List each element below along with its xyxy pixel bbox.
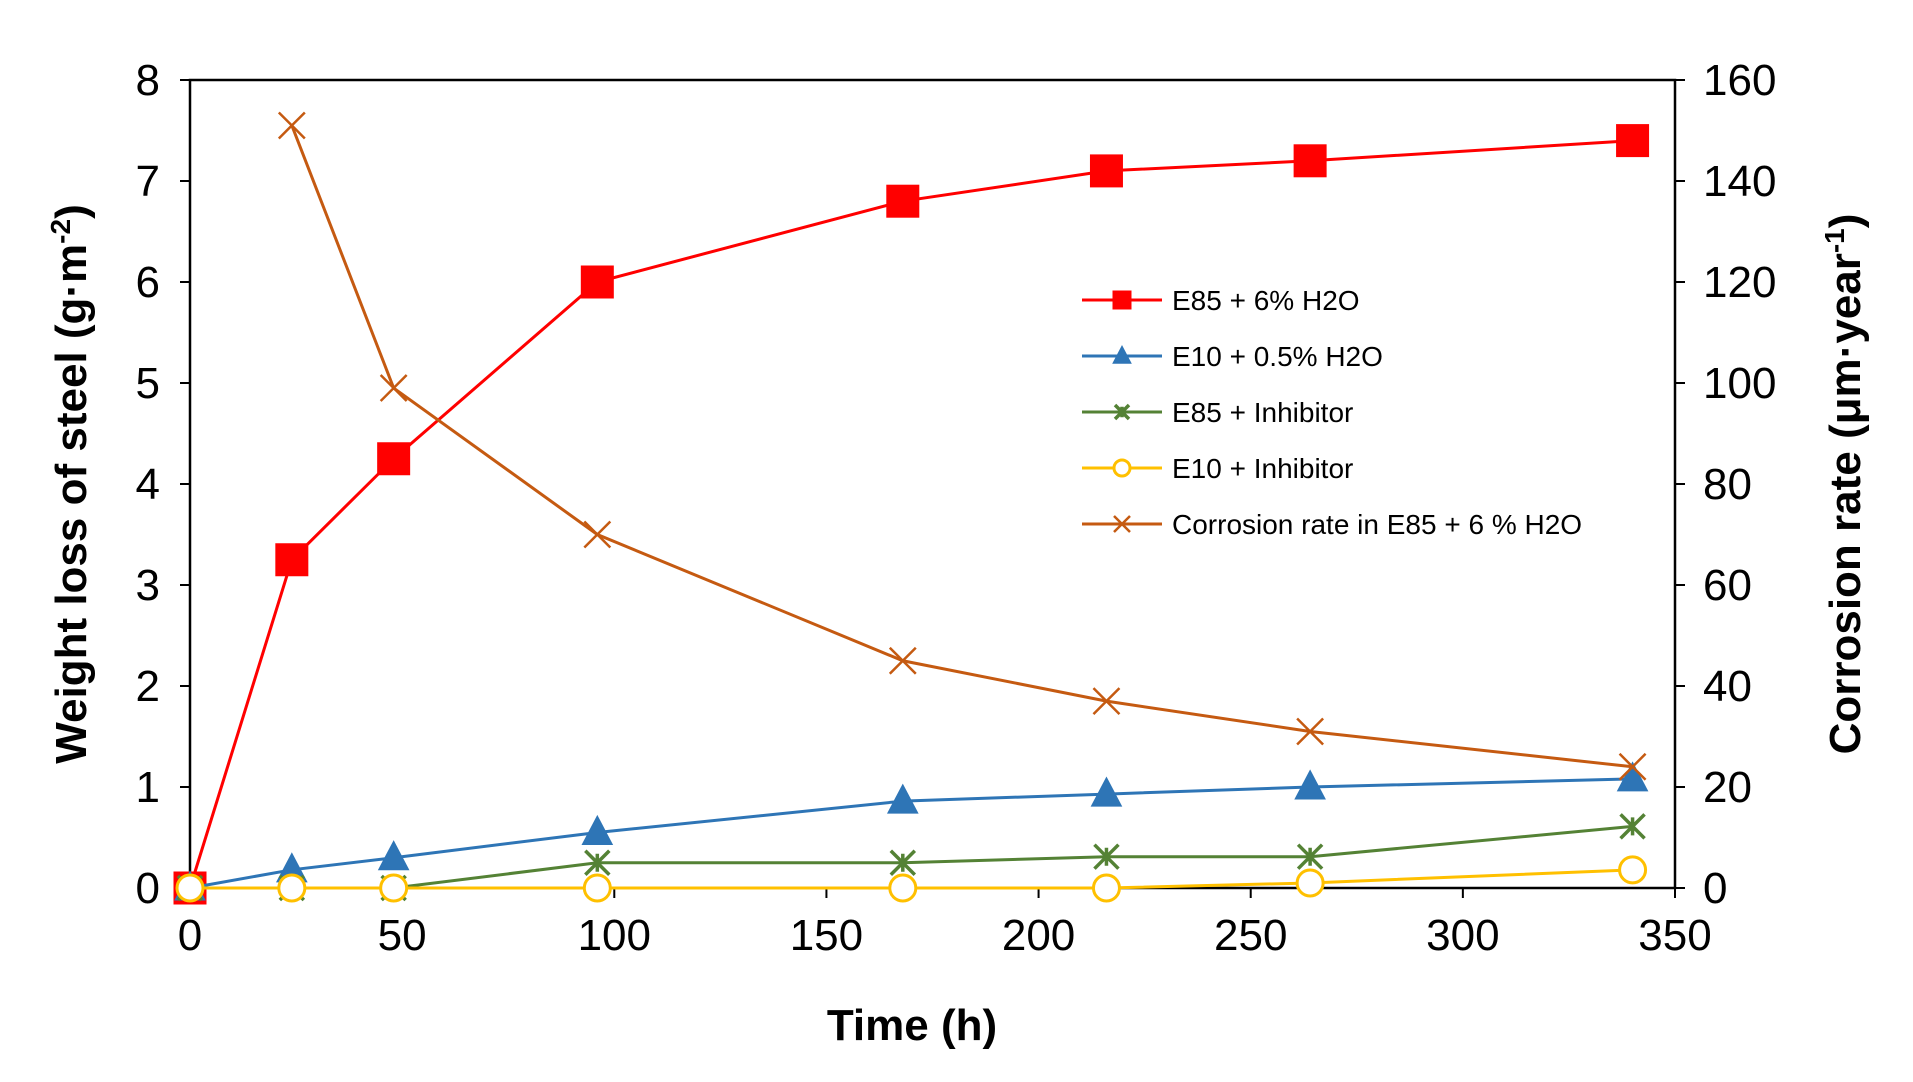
data-point xyxy=(886,783,919,814)
y-left-tick-label: 8 xyxy=(136,56,160,105)
data-point xyxy=(886,184,920,218)
y-right-tick-label: 100 xyxy=(1703,359,1776,408)
legend-item: E85 + Inhibitor xyxy=(1082,397,1353,428)
x-tick-label: 100 xyxy=(578,911,651,960)
legend-label: E85 + 6% H2O xyxy=(1172,285,1360,316)
legend-marker xyxy=(1113,403,1131,421)
data-point xyxy=(888,873,918,903)
legend-item: E10 + 0.5% H2O xyxy=(1082,341,1383,372)
x-tick-label: 150 xyxy=(790,911,863,960)
data-point xyxy=(580,265,614,299)
y-right-tick-label: 20 xyxy=(1703,763,1752,812)
x-tick-label: 50 xyxy=(378,911,427,960)
data-point xyxy=(1293,144,1327,178)
plot-area xyxy=(188,78,1677,890)
series-layer xyxy=(173,111,1650,905)
series-line xyxy=(188,139,1633,889)
y-left-axis-ticks: 0 1 2 3 4 5 6 7 8 xyxy=(136,56,190,913)
y-right-axis-ticks: 0 20 40 60 80 100 120 140 160 xyxy=(1675,56,1776,913)
y-left-tick-label: 1 xyxy=(136,763,160,812)
data-point xyxy=(1091,873,1121,903)
series-line xyxy=(190,868,1633,890)
x-tick-label: 350 xyxy=(1638,911,1711,960)
y-left-tick-label: 7 xyxy=(136,157,160,206)
legend-item: E85 + 6% H2O xyxy=(1082,285,1360,316)
x-tick-label: 250 xyxy=(1214,911,1287,960)
x-axis-ticks: 0 50 100 150 200 250 300 350 xyxy=(178,888,1712,960)
data-point xyxy=(581,814,614,845)
data-point xyxy=(1296,717,1324,746)
y-left-tick-label: 3 xyxy=(136,561,160,610)
data-point xyxy=(377,442,411,476)
data-point xyxy=(1093,843,1120,870)
y-left-tick-label: 0 xyxy=(136,864,160,913)
data-point xyxy=(1616,761,1649,792)
data-point xyxy=(1092,687,1121,716)
legend-marker xyxy=(1112,458,1132,478)
legend-marker xyxy=(1112,345,1132,364)
series-e10-inhibitor xyxy=(175,855,1648,903)
series-line xyxy=(189,777,1633,890)
y-left-tick-label: 6 xyxy=(136,258,160,307)
data-point xyxy=(584,849,611,876)
data-point xyxy=(888,646,917,675)
y-left-tick-label: 5 xyxy=(136,359,160,408)
x-tick-label: 200 xyxy=(1002,911,1075,960)
y-right-tick-label: 0 xyxy=(1703,864,1727,913)
y-right-axis-title: Corrosion rate (μm·year-1) xyxy=(1819,214,1870,755)
y-right-tick-label: 40 xyxy=(1703,662,1752,711)
data-point xyxy=(379,873,409,903)
legend-label: E10 + Inhibitor xyxy=(1172,453,1353,484)
y-left-axis-title: Weight loss of steel (g·m-2) xyxy=(45,204,96,763)
series-corrosion-rate-in-e85-6-h2o xyxy=(277,111,1647,781)
legend-label: Corrosion rate in E85 + 6 % H2O xyxy=(1172,509,1582,540)
data-point xyxy=(582,873,612,903)
legend-item: Corrosion rate in E85 + 6 % H2O xyxy=(1082,509,1582,540)
data-point xyxy=(1618,752,1647,781)
data-point xyxy=(1296,843,1324,870)
y-left-tick-label: 4 xyxy=(136,460,160,509)
data-point xyxy=(1090,776,1123,807)
x-axis-title: Time (h) xyxy=(827,1001,997,1050)
data-point xyxy=(1089,154,1123,188)
data-point xyxy=(1294,769,1326,800)
data-point xyxy=(379,374,408,402)
data-point xyxy=(277,873,307,903)
data-point xyxy=(1295,868,1325,898)
data-point xyxy=(889,849,917,876)
legend-marker xyxy=(1112,290,1132,310)
y-left-tick-label: 2 xyxy=(136,662,160,711)
legend-marker xyxy=(1113,515,1131,533)
x-tick-label: 300 xyxy=(1426,911,1499,960)
data-point xyxy=(1619,813,1646,840)
legend-item: E10 + Inhibitor xyxy=(1082,453,1353,484)
data-point xyxy=(277,111,306,140)
data-point xyxy=(1616,124,1650,158)
data-point xyxy=(583,520,612,549)
legend-label: E85 + Inhibitor xyxy=(1172,397,1353,428)
legend-label: E10 + 0.5% H2O xyxy=(1172,341,1383,372)
data-point xyxy=(175,873,205,903)
y-right-tick-label: 140 xyxy=(1703,157,1776,206)
legend: E85 + 6% H2O E10 + 0.5% H2O E85 + Inhibito… xyxy=(1082,285,1582,540)
y-right-tick-label: 60 xyxy=(1703,561,1752,610)
x-tick-label: 0 xyxy=(178,911,202,960)
data-point xyxy=(1618,855,1648,885)
y-right-tick-label: 80 xyxy=(1703,460,1752,509)
data-point xyxy=(275,543,309,577)
y-right-tick-label: 120 xyxy=(1703,258,1776,307)
data-point xyxy=(377,840,410,871)
y-right-tick-label: 160 xyxy=(1703,56,1776,105)
